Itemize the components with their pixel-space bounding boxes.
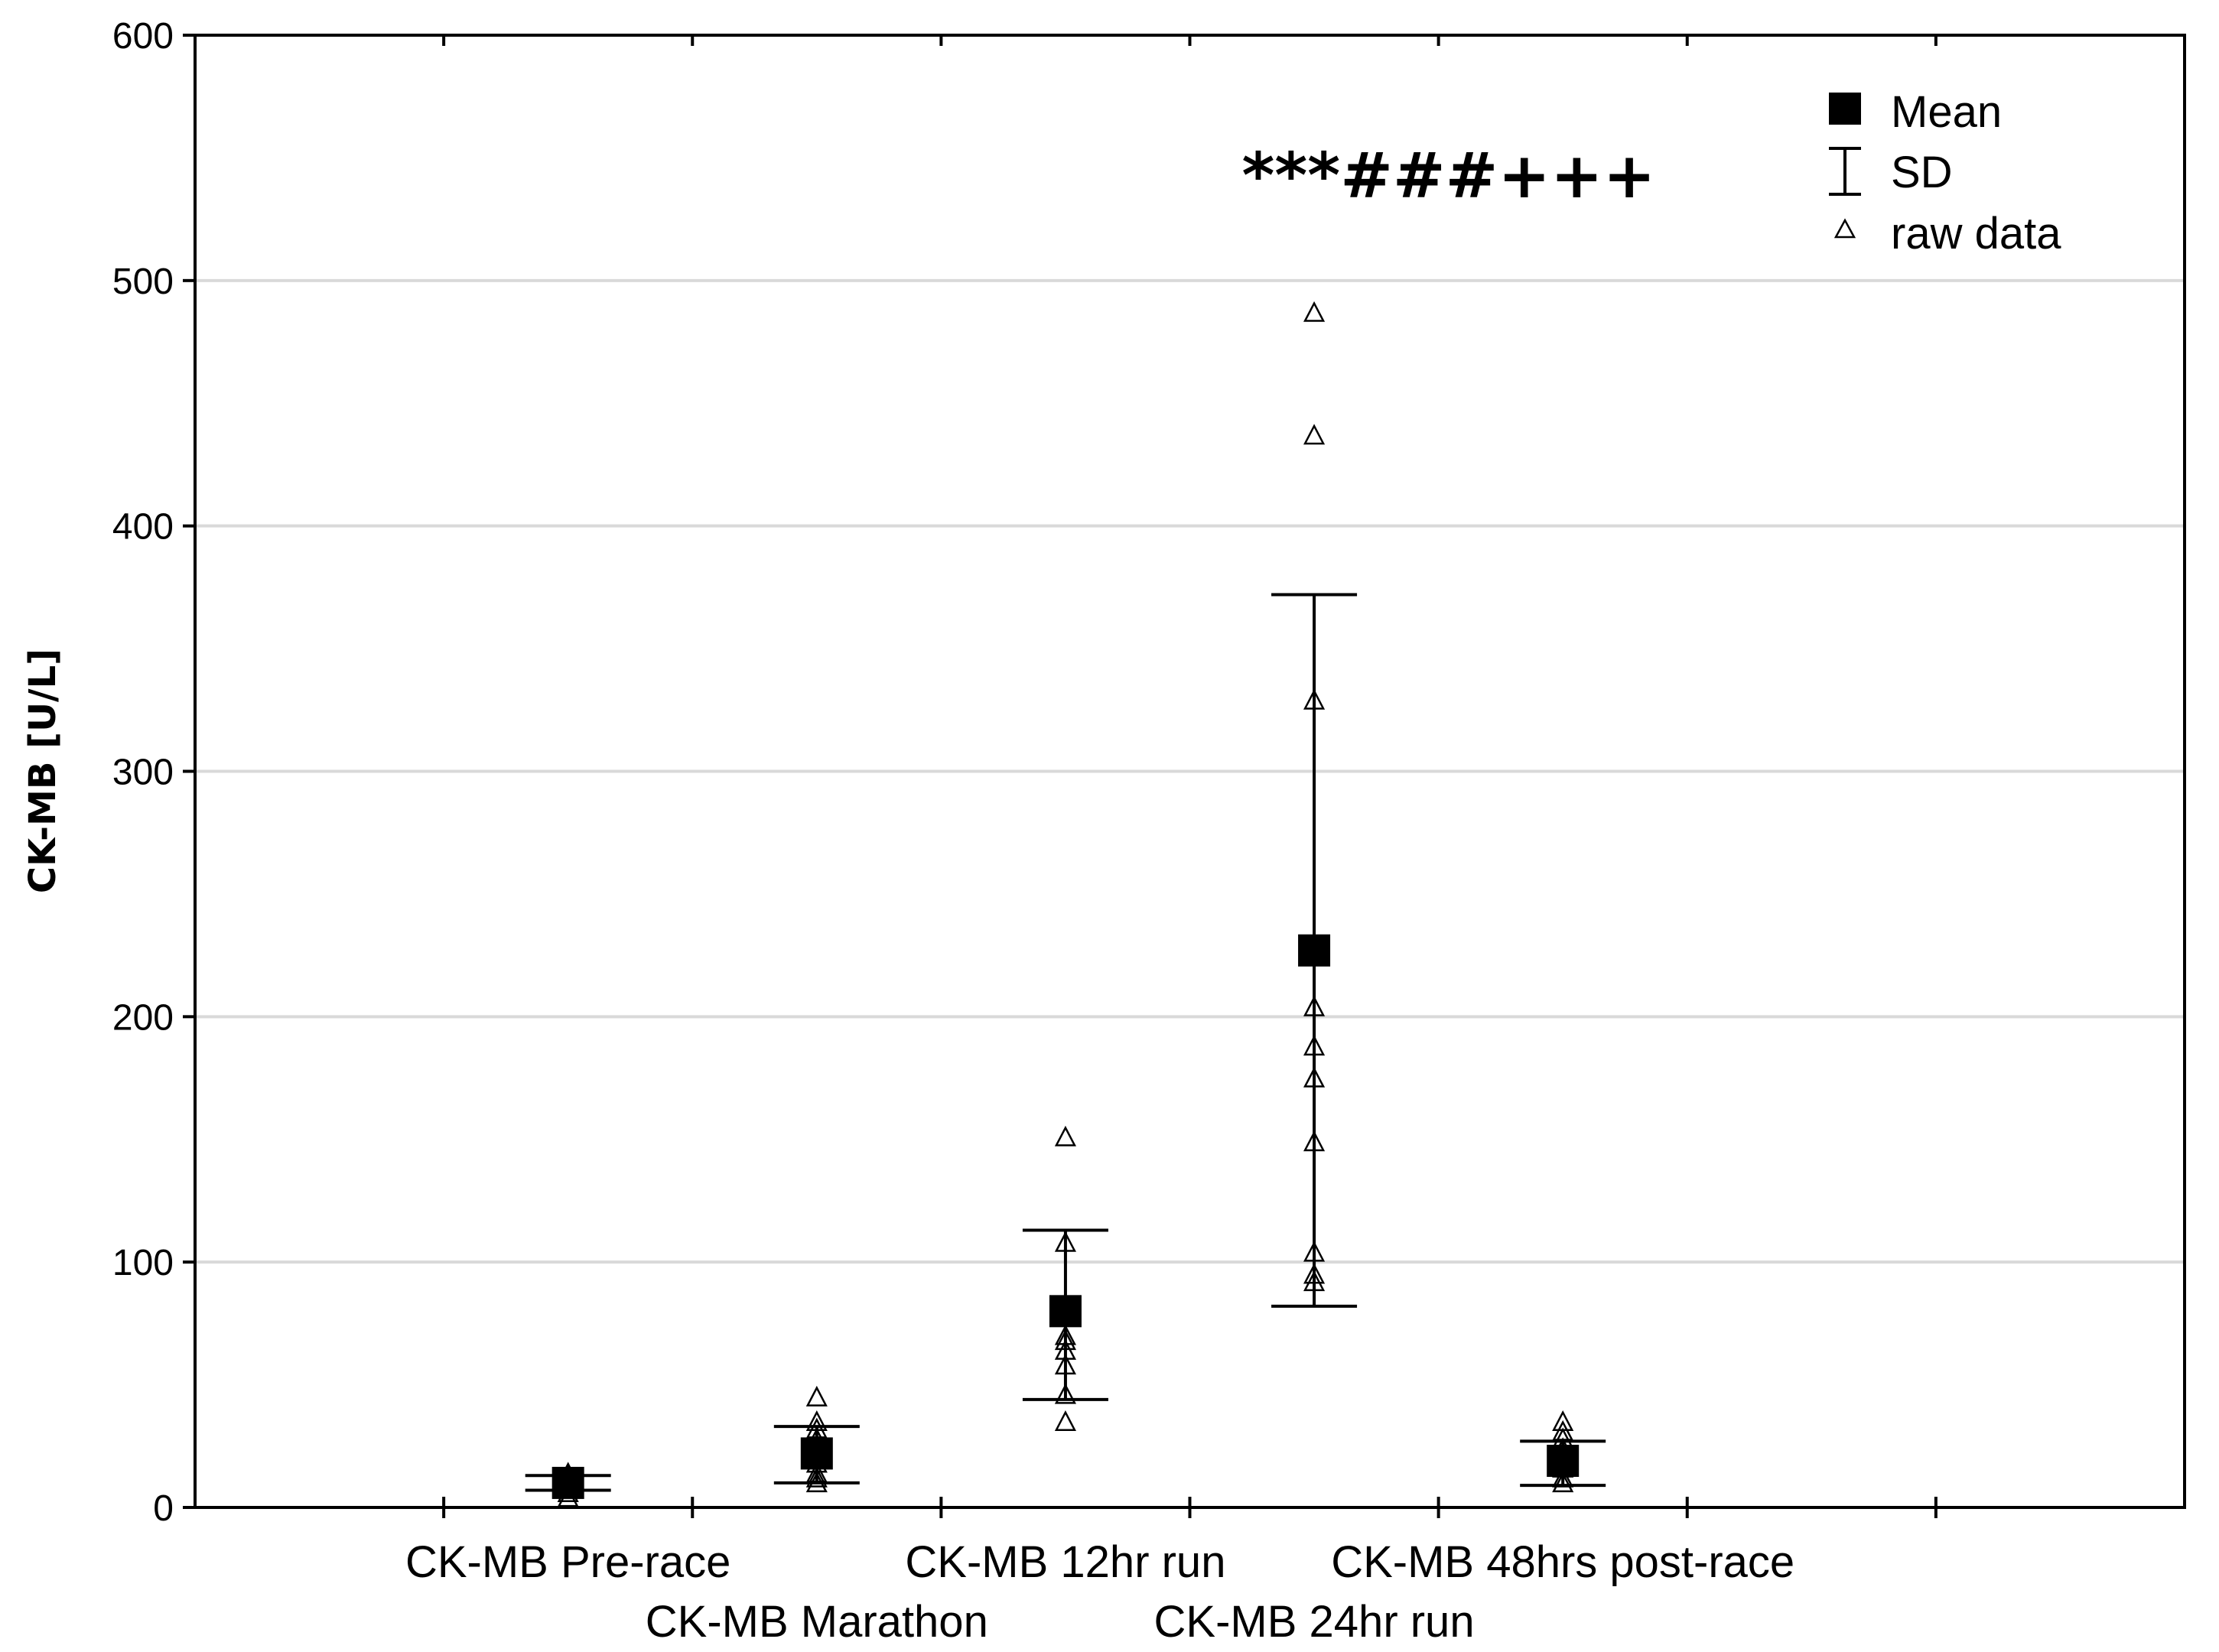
x-category-label: CK-MB 48hrs post-race	[1331, 1537, 1794, 1587]
x-category-label: CK-MB Marathon	[646, 1597, 988, 1647]
legend-mean-marker	[1829, 93, 1861, 125]
legend-sd-label: SD	[1891, 148, 1953, 197]
mean-markers	[551, 934, 1580, 1499]
x-category-label: CK-MB Pre-race	[405, 1537, 730, 1587]
raw-data-point	[1303, 688, 1326, 710]
raw-data-point	[805, 1410, 828, 1431]
raw-data-point	[805, 1466, 828, 1488]
legend-raw-data-label: raw data	[1891, 209, 2061, 259]
y-tick-label: 600	[112, 16, 174, 57]
raw-data-point	[805, 1462, 828, 1483]
legend-mean-label: Mean	[1891, 87, 2002, 137]
raw-data-point	[1054, 1329, 1076, 1351]
y-tick-label: 500	[112, 262, 174, 302]
raw-data-point	[1303, 995, 1326, 1016]
x-category-label: CK-MB 24hr run	[1154, 1597, 1475, 1647]
raw-data-point	[805, 1472, 828, 1493]
raw-data-point	[805, 1417, 828, 1439]
raw-data-point	[1054, 1354, 1076, 1375]
raw-data-point	[1552, 1410, 1574, 1431]
raw-data-point	[805, 1385, 828, 1406]
legend: Mean SD raw data	[1829, 87, 2061, 259]
mean-marker	[800, 1437, 833, 1470]
raw-data-point	[1054, 1231, 1076, 1252]
x-category-label: CK-MB 12hr run	[905, 1537, 1225, 1587]
mean-marker	[1547, 1445, 1580, 1478]
y-axis-label: CK-MB [U/L]	[21, 649, 64, 893]
x-axis: CK-MB Pre-race CK-MB Marathon CK-MB 12hr r…	[405, 35, 1938, 1647]
raw-data-point	[1552, 1472, 1574, 1493]
grid-lines	[195, 278, 2185, 1264]
raw-data-point	[1303, 1035, 1326, 1056]
mean-marker	[1298, 934, 1331, 967]
raw-data-point	[1552, 1419, 1574, 1441]
raw-data-point	[1303, 1241, 1326, 1262]
raw-data-point	[1303, 301, 1326, 322]
y-axis: 0 100 200 300 400 500 600	[112, 16, 195, 1529]
y-tick-label: 300	[112, 753, 174, 793]
raw-data-point	[1303, 1270, 1326, 1292]
raw-data-point	[1054, 1338, 1076, 1360]
y-tick-label: 400	[112, 507, 174, 548]
y-tick-label: 0	[153, 1488, 174, 1529]
raw-data-point	[1303, 424, 1326, 445]
legend-raw-data-marker	[1833, 218, 1856, 239]
raw-data-point	[1054, 1125, 1076, 1146]
raw-data-point	[1303, 1130, 1326, 1152]
y-tick-label: 100	[112, 1243, 174, 1283]
raw-data-point	[1303, 1263, 1326, 1284]
raw-data-point	[1552, 1466, 1574, 1488]
raw-data-point	[1054, 1410, 1076, 1431]
raw-data-point	[1054, 1324, 1076, 1345]
mean-marker	[1049, 1295, 1082, 1328]
mean-marker	[551, 1466, 584, 1499]
significance-annotation: ***###+++	[1242, 140, 1656, 213]
raw-data-point	[1303, 1066, 1326, 1088]
raw-data-point	[1054, 1383, 1076, 1404]
y-tick-label: 200	[112, 997, 174, 1038]
